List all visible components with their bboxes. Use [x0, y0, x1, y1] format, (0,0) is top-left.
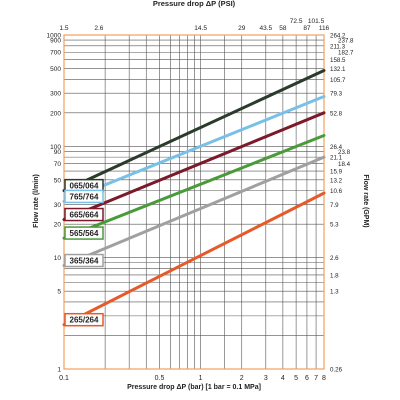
y2-tick-label-19: 211.3 [330, 43, 346, 50]
y-tick-label-7: 90 [54, 149, 62, 156]
y-tick-label-14: 1000 [47, 33, 62, 40]
series-label-3: 565/564 [70, 229, 99, 238]
y2-tick-label-0: 0.26 [330, 367, 343, 374]
series-label-box-2 [64, 207, 104, 222]
x-tick-label-9: 8 [322, 375, 326, 382]
y2-tick-label-14: 79.3 [330, 91, 343, 98]
x-tick-label-4: 3 [264, 375, 268, 382]
y2-tick-label-1: 1.3 [330, 289, 339, 296]
y-tick-label-1: 5 [57, 289, 61, 296]
series-label-2: 665/664 [70, 211, 99, 220]
x-tick-label-0: 0.1 [59, 375, 69, 382]
series-line-265-264 [62, 191, 326, 327]
y-tick-label-6: 70 [54, 161, 62, 168]
y-tick-label-2: 10 [54, 255, 62, 262]
y-tick-label-9: 200 [50, 110, 61, 117]
y-tick-label-5: 50 [54, 177, 62, 184]
y2-tick-label-5: 7.9 [330, 202, 339, 209]
x-tick-label-6: 5 [294, 375, 298, 382]
top-tick-label-7: 87 [303, 25, 311, 32]
x-axis-label: Pressure drop ΔP (bar) [1 bar = 0.1 MPa] [127, 384, 261, 391]
y-tick-label-0: 1 [57, 367, 61, 374]
top-tick-label-8: 101.5 [308, 18, 325, 25]
y-axis-label: Flow rate (l/min) [33, 174, 40, 228]
y2-tick-label-3: 2.6 [330, 255, 339, 262]
series-label-box-4 [64, 253, 104, 268]
top-tick-label-0: 1.5 [59, 25, 68, 32]
top-tick-label-5: 58 [279, 25, 287, 32]
series-line-765-764 [62, 95, 326, 203]
series-line-065-064 [62, 69, 326, 193]
series-label-0: 065/064 [70, 182, 99, 191]
series-label-1: 765/764 [70, 192, 99, 201]
x-tick-labels: 0.1 0.5 1 2 3 4 5 6 7 8 [59, 375, 326, 382]
top-tick-label-4: 43.5 [259, 25, 272, 32]
y2-tick-label-4: 5.3 [330, 222, 339, 229]
x-tick-label-1: 0.5 [155, 375, 165, 382]
y2-tick-label-6: 10.6 [330, 188, 343, 195]
y-tick-label-11: 500 [50, 66, 61, 73]
top-tick-label-1: 2.6 [94, 25, 103, 32]
x-tick-label-8: 7 [314, 375, 318, 382]
series-label-box-5 [64, 312, 104, 327]
y2-tick-label-15: 105.7 [330, 77, 346, 84]
series-label-box-1 [64, 189, 104, 204]
y2-tick-label-16: 132.1 [330, 66, 346, 73]
series-line-365-364 [62, 155, 326, 267]
series-label-box-3 [64, 226, 104, 240]
y2-tick-label-18: 182.7 [338, 50, 354, 57]
top-tick-label-3: 29 [238, 25, 246, 32]
series-group [62, 69, 326, 327]
y-tick-label-8: 100 [50, 144, 61, 151]
y2-tick-label-11: 23.8 [338, 149, 351, 156]
series-line-565-564 [62, 134, 326, 240]
y2-tick-label-13: 52.8 [330, 110, 343, 117]
y2-tick-label-9: 18.4 [338, 161, 351, 168]
y2-tick-label-7: 13.2 [330, 177, 343, 184]
x-tick-label-2: 1 [199, 375, 203, 382]
chart-title: Pressure drop ΔP (PSI) [153, 0, 236, 8]
top-tick-label-6: 72.5 [290, 18, 303, 25]
grid [64, 35, 324, 369]
y2-tick-labels: 0.261.31.82.65.37.910.613.215.918.421.12… [330, 33, 354, 374]
y2-tick-label-10: 21.1 [330, 155, 343, 162]
y-tick-label-13: 900 [50, 38, 61, 45]
series-label-5: 265/264 [70, 316, 99, 325]
x-tick-label-5: 4 [281, 375, 285, 382]
series-line-665-664 [62, 111, 326, 221]
y2-tick-label-21: 264.2 [330, 33, 346, 40]
y-tick-label-4: 30 [54, 202, 62, 209]
y-tick-label-10: 300 [50, 91, 61, 98]
top-tick-label-9: 116 [319, 25, 330, 32]
y2-tick-label-12: 26.4 [330, 144, 343, 151]
series-label-4: 365/364 [70, 257, 99, 266]
y2-tick-label-17: 158.5 [330, 57, 346, 64]
y2-tick-label-2: 1.8 [330, 272, 339, 279]
top-tick-label-2: 14.5 [194, 25, 207, 32]
y2-tick-label-8: 15.9 [330, 169, 343, 176]
x-tick-label-7: 6 [305, 375, 309, 382]
y2-tick-label-20: 237.8 [338, 38, 354, 45]
x-tick-label-3: 2 [240, 375, 244, 382]
y-tick-label-3: 20 [54, 222, 62, 229]
y-tick-label-12: 700 [50, 50, 61, 57]
y2-axis-label: Flow rate (GPM) [362, 174, 369, 227]
